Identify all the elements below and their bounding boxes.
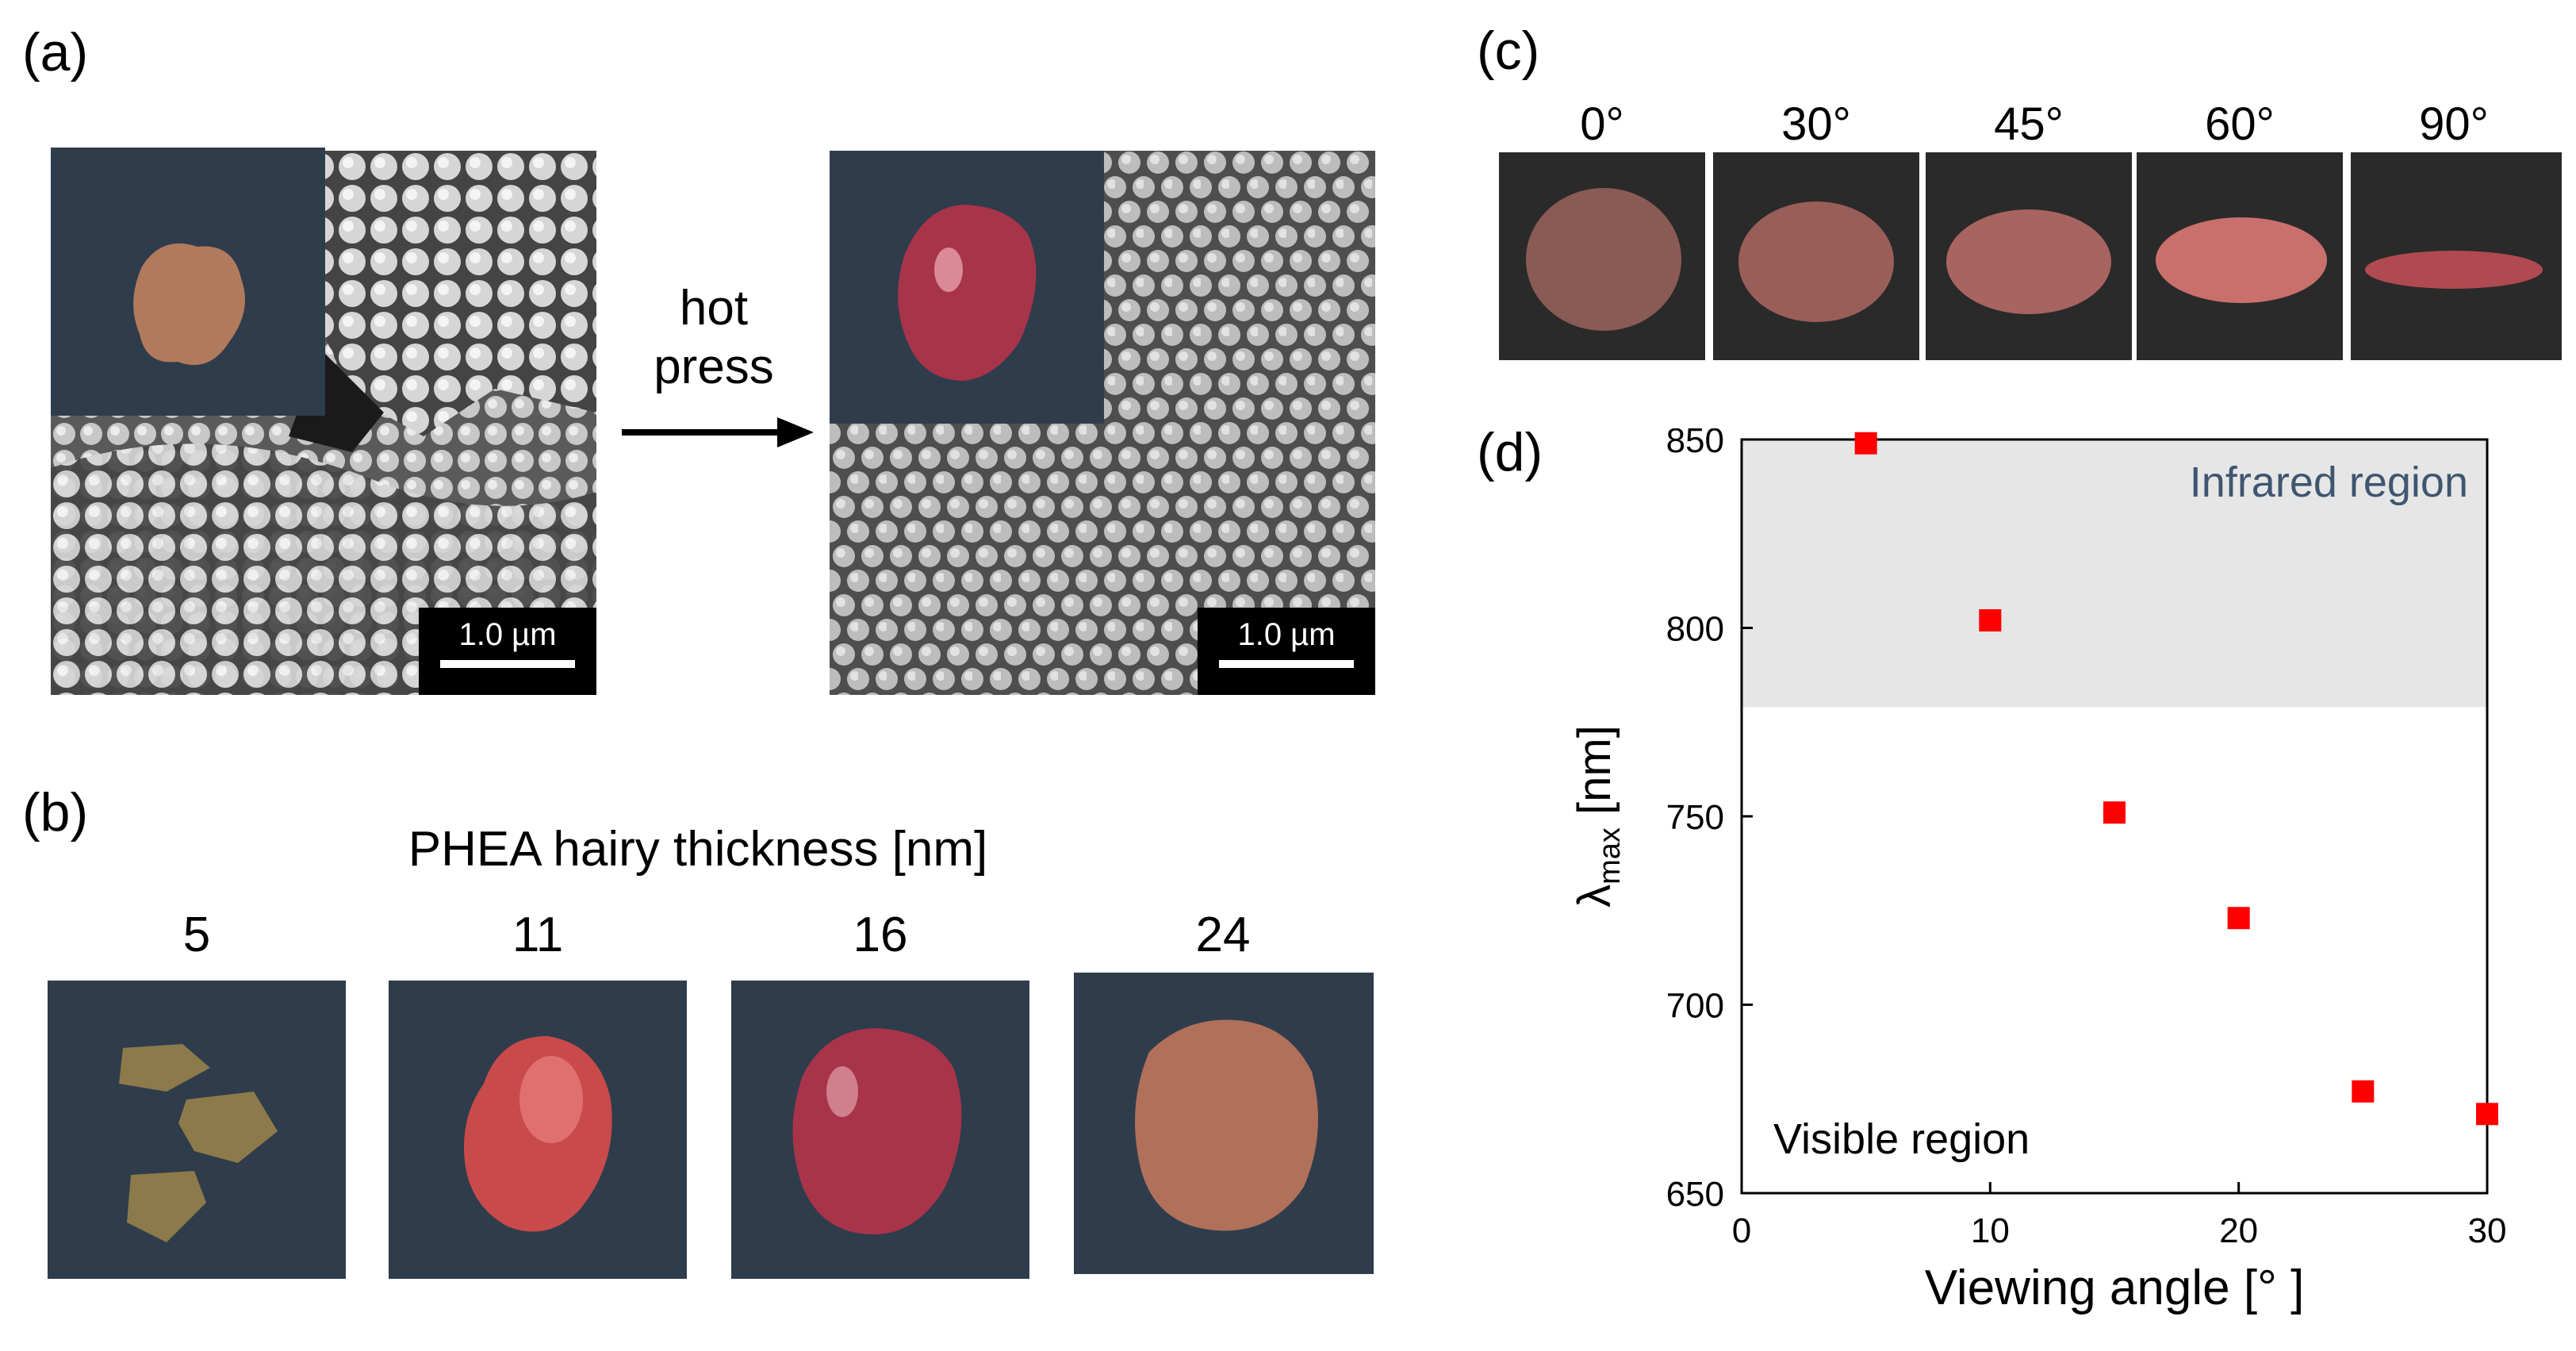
angle-photo-60 xyxy=(2137,152,2343,360)
y-tick-label: 700 xyxy=(1666,987,1724,1026)
scale-bar-after-line xyxy=(1219,660,1354,668)
brown-film-sample-icon xyxy=(1135,1019,1318,1231)
y-axis-label-main: λ xyxy=(1569,885,1620,908)
x-tick-label: 30 xyxy=(2468,1211,2507,1250)
scale-bar-after-text: 1.0 µm xyxy=(1237,617,1336,652)
film-at-0-icon xyxy=(1526,188,1681,331)
angle-photo-45 xyxy=(1926,152,2132,360)
sample-label-1: 5 xyxy=(182,908,211,962)
y-axis-label: λmax [nm] xyxy=(1569,725,1627,908)
visible-region-label: Visible region xyxy=(1773,1115,2030,1163)
panel-d-label: (d) xyxy=(1477,422,1543,482)
x-axis-label: Viewing angle [° ] xyxy=(1925,1261,2305,1315)
y-axis-label-unit: [nm] xyxy=(1569,725,1620,827)
panel-b-label: (b) xyxy=(22,782,89,842)
y-tick-label: 750 xyxy=(1666,798,1724,837)
scale-bar-before: 1.0 µm xyxy=(419,608,596,695)
angle-photo-30 xyxy=(1713,152,1919,360)
angle-photo-90 xyxy=(2351,152,2562,360)
x-axis-ticks: 0 10 20 30 xyxy=(1732,1182,2507,1250)
scale-bar-before-text: 1.0 µm xyxy=(458,617,557,652)
infrared-band xyxy=(1742,439,2487,708)
sample-photo-2 xyxy=(389,981,687,1279)
flakes-sample-icon xyxy=(119,1044,278,1242)
sample-label-3: 16 xyxy=(853,908,908,962)
sample-label-2: 11 xyxy=(512,908,564,962)
angle-label-0: 0° xyxy=(1580,98,1624,150)
x-tick-label: 0 xyxy=(1732,1211,1751,1250)
angle-label-30: 30° xyxy=(1781,98,1851,150)
data-point xyxy=(2103,801,2126,824)
red-film-sample-icon xyxy=(464,1036,612,1232)
panel-a-label: (a) xyxy=(22,22,89,83)
dark-red-film-sample-icon xyxy=(792,1028,962,1234)
data-point xyxy=(1979,609,2002,631)
film-at-60-icon xyxy=(2156,217,2327,303)
sample-label-4: 24 xyxy=(1195,908,1251,962)
data-points xyxy=(1854,432,2498,1126)
angle-label-90: 90° xyxy=(2419,98,2489,150)
y-axis-label-sub: max xyxy=(1593,827,1627,885)
right-arrow-icon xyxy=(622,417,814,447)
y-tick-label: 800 xyxy=(1666,610,1724,649)
inset-photo-before xyxy=(51,148,325,416)
y-tick-label: 650 xyxy=(1666,1175,1724,1214)
x-tick-label: 20 xyxy=(2219,1211,2258,1250)
infrared-region-label: Infrared region xyxy=(2190,459,2468,506)
panel-b-title: PHEA hairy thickness [nm] xyxy=(408,822,988,877)
aggregate-sample-icon xyxy=(133,243,245,366)
data-point xyxy=(1854,432,1877,455)
sample-photo-3 xyxy=(731,981,1029,1279)
panel-c-label: (c) xyxy=(1477,21,1540,81)
data-point xyxy=(2476,1103,2498,1126)
pressed-film-icon xyxy=(898,205,1037,381)
film-at-90-icon xyxy=(2365,251,2543,289)
hot-press-line1: hot xyxy=(679,281,749,336)
angle-label-45: 45° xyxy=(1994,98,2064,150)
film-at-30-icon xyxy=(1738,201,1894,322)
inset-photo-after xyxy=(830,151,1104,424)
film-at-45-icon xyxy=(1946,209,2111,314)
angle-label-60: 60° xyxy=(2205,98,2275,150)
data-point xyxy=(2227,907,2250,930)
y-axis-ticks: 650 700 750 800 850 xyxy=(1666,428,1753,1214)
data-point xyxy=(2352,1080,2375,1103)
scale-bar-before-line xyxy=(440,660,575,668)
sample-photo-4 xyxy=(1074,973,1374,1274)
x-tick-label: 10 xyxy=(1971,1211,2010,1250)
scale-bar-after: 1.0 µm xyxy=(1198,608,1375,695)
hot-press-line2: press xyxy=(654,340,774,394)
sample-photo-1 xyxy=(48,981,346,1279)
angle-photo-0 xyxy=(1499,152,1705,360)
y-tick-label: 850 xyxy=(1666,428,1724,460)
